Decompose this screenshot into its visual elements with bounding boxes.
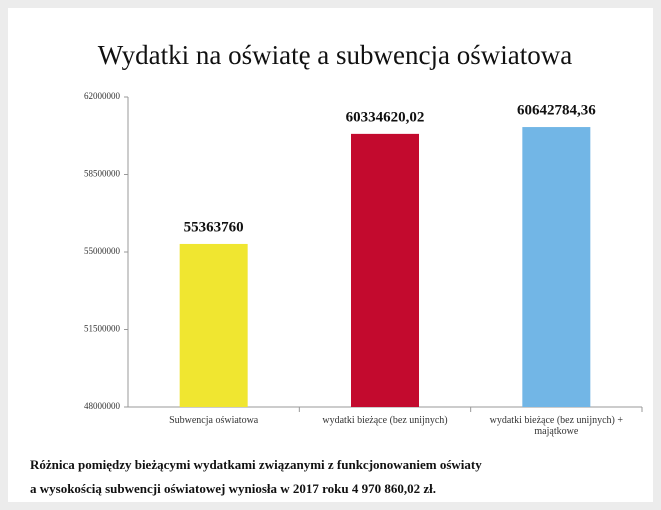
value-label: 55363760 — [184, 219, 244, 235]
value-label: 60642784,36 — [517, 102, 596, 118]
y-tick-label: 48000000 — [84, 401, 121, 411]
y-tick-label: 62000000 — [84, 91, 121, 101]
x-tick-label: wydatki bieżące (bez unijnych) + majątkow… — [490, 415, 624, 437]
bar — [351, 133, 419, 407]
bar — [522, 127, 591, 407]
x-tick-label: wydatki bieżące (bez unijnych) — [322, 415, 447, 426]
note: Różnica pomiędzy bieżącymi wydatkami zwi… — [30, 457, 482, 472]
bar — [179, 243, 248, 407]
y-tick-label: 58500000 — [84, 169, 121, 179]
x-tick-label: Subwencja oświatowa — [169, 415, 259, 426]
value-label: 60334620,02 — [346, 109, 425, 125]
chart-title: Wydatki na oświatę a subwencja oświatowa — [98, 40, 572, 70]
y-tick-label: 55000000 — [84, 246, 121, 256]
note: a wysokością subwencji oświatowej wynios… — [30, 481, 436, 496]
y-tick-label: 51500000 — [84, 324, 121, 334]
